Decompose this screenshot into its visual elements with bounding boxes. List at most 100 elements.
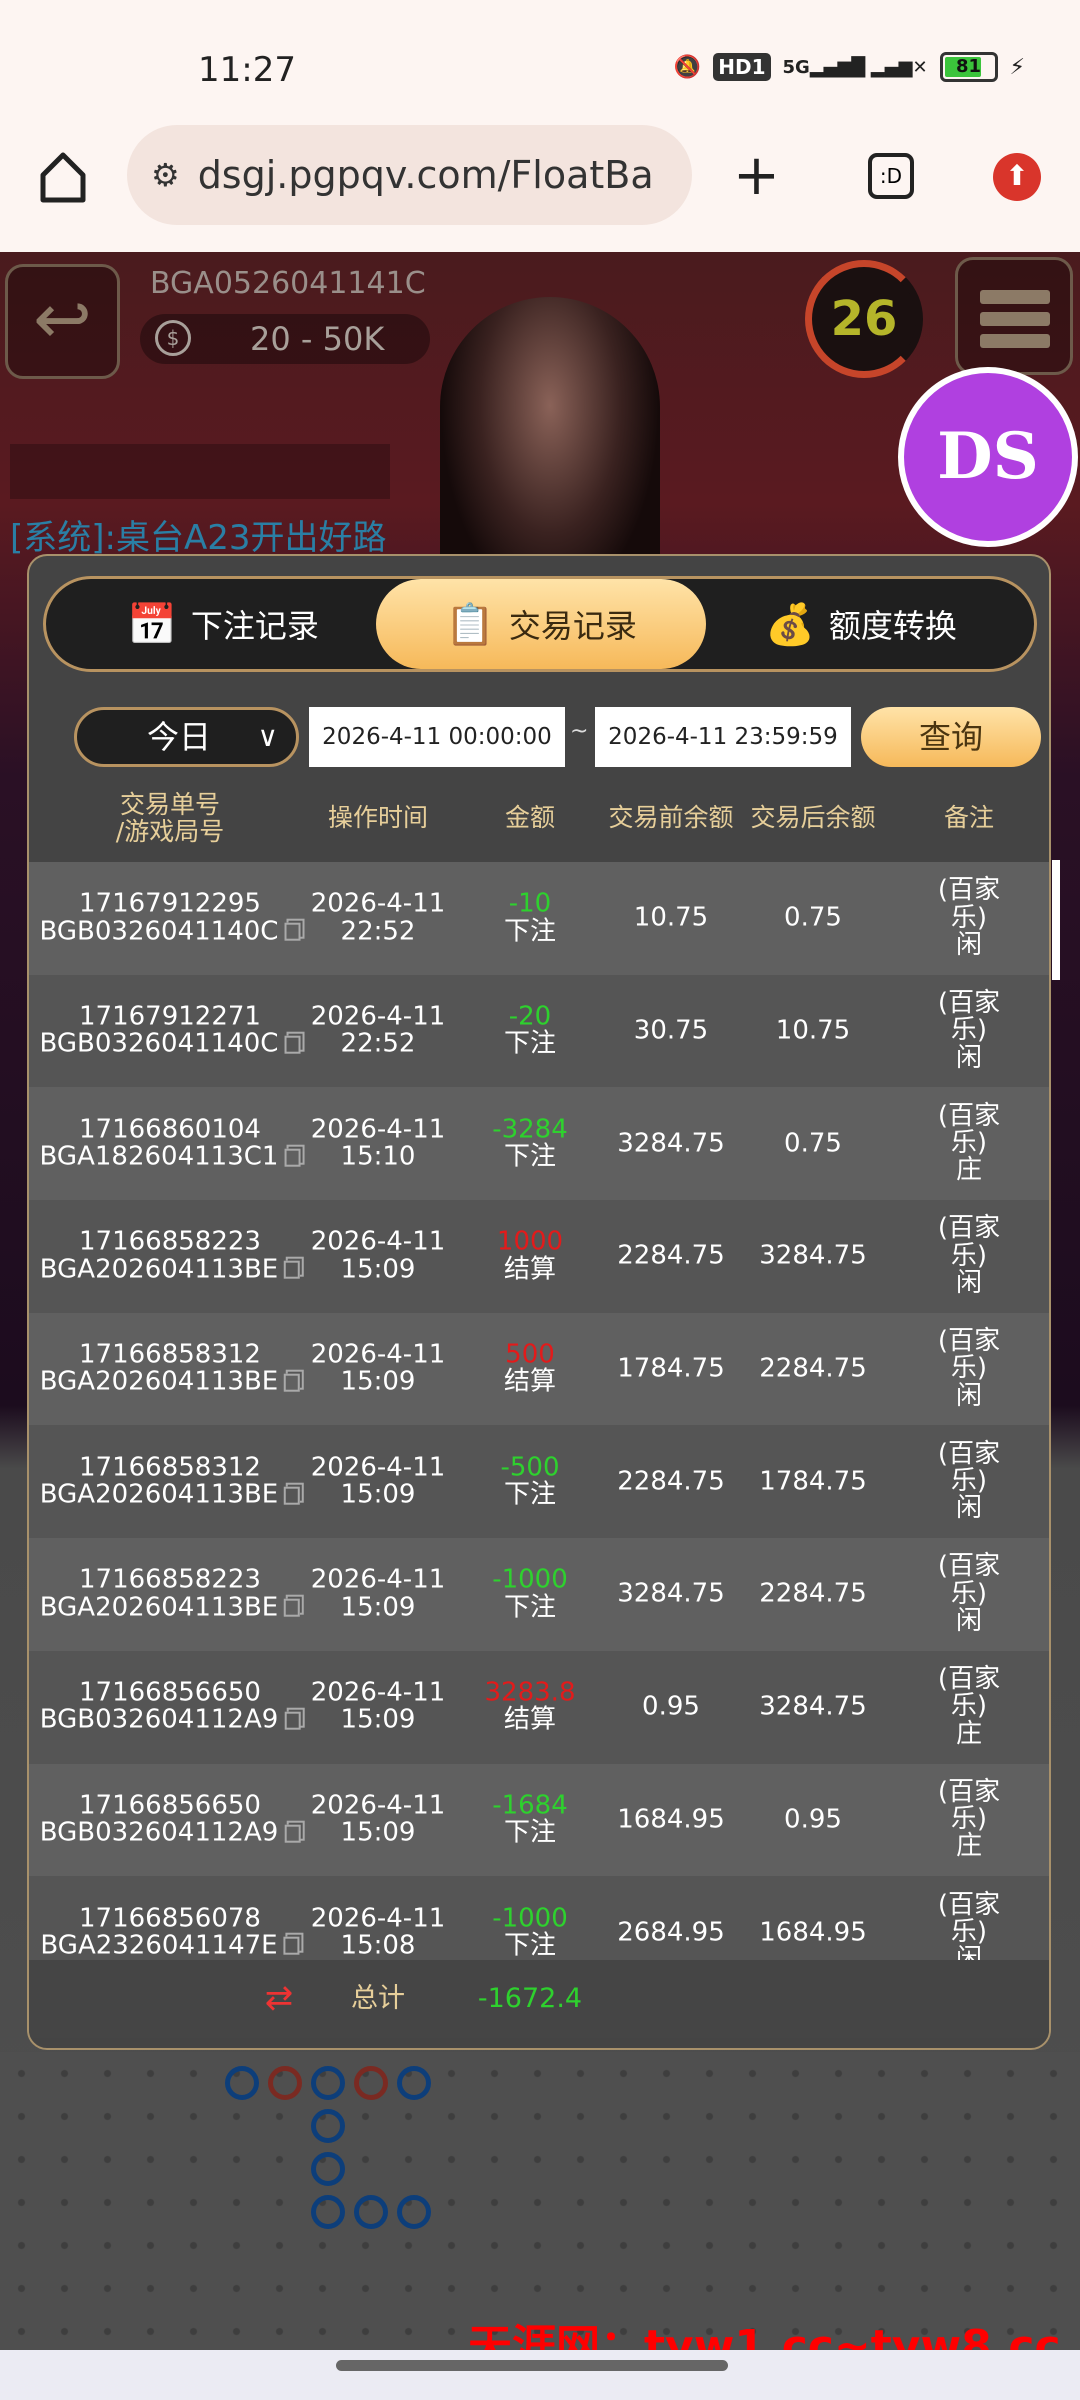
balance-after-cell: 10.75 bbox=[775, 1015, 851, 1046]
query-button[interactable]: 查询 bbox=[861, 707, 1041, 767]
tab-transaction-records[interactable]: 📋 交易记录 bbox=[376, 579, 706, 669]
period-select[interactable]: 今日 ∨ bbox=[74, 707, 299, 767]
clock: 11:27 bbox=[198, 50, 296, 90]
transaction-id-cell: 17166856650 BGB032604112A9 bbox=[40, 1792, 301, 1848]
balance-after-cell: 2284.75 bbox=[759, 1353, 867, 1384]
table-row[interactable]: 17166856650 BGB032604112A9 2026-4-11 15:09… bbox=[29, 1763, 1049, 1877]
menu-button[interactable] bbox=[955, 257, 1073, 375]
copy-icon[interactable] bbox=[284, 1711, 301, 1730]
tab-bet-records[interactable]: 📅 下注记录 bbox=[127, 601, 319, 648]
clipboard-icon: 📋 bbox=[445, 601, 495, 648]
time-cell: 2026-4-11 15:09 bbox=[310, 1452, 446, 1510]
tab-switcher-button[interactable]: :D bbox=[868, 153, 914, 199]
transaction-id-cell: 17166858312 BGA202604113BE bbox=[40, 1341, 301, 1397]
copy-icon[interactable] bbox=[284, 922, 301, 941]
balance-before-cell: 2284.75 bbox=[617, 1240, 725, 1271]
tab-credit-transfer[interactable]: 💰 额度转换 bbox=[765, 601, 957, 648]
table-row[interactable]: 17166856078 BGA2326041147E 2026-4-11 15:08… bbox=[29, 1876, 1049, 1960]
copy-icon[interactable] bbox=[284, 1260, 301, 1279]
time-cell: 2026-4-11 22:52 bbox=[310, 1001, 446, 1060]
transaction-id-cell: 17166858223 BGA202604113BE bbox=[40, 1228, 301, 1284]
balance-after-cell: 0.95 bbox=[784, 1804, 842, 1835]
date-separator: ~ bbox=[570, 719, 589, 744]
time-cell: 2026-4-11 15:09 bbox=[310, 1565, 446, 1623]
balance-after-cell: 3284.75 bbox=[759, 1240, 867, 1271]
refresh-icon[interactable]: ⇄ bbox=[264, 1978, 294, 2019]
home-icon[interactable] bbox=[38, 150, 88, 205]
update-icon[interactable]: ⬆ bbox=[993, 153, 1041, 201]
copy-icon[interactable] bbox=[284, 1486, 301, 1505]
record-tabs: 📅 下注记录 📋 交易记录 💰 额度转换 bbox=[43, 576, 1037, 672]
start-date-input[interactable]: 2026-4-11 00:00:00 bbox=[309, 707, 565, 767]
transaction-modal: 📅 下注记录 📋 交易记录 💰 额度转换 今日 ∨ 2026-4-11 00:00:00… bbox=[27, 554, 1051, 2050]
back-button[interactable]: ↩ bbox=[5, 264, 120, 379]
address-bar[interactable]: ⚙ dsgj.pgpqv.com/FloatBa bbox=[127, 125, 692, 225]
transaction-id-cell: 17166856078 BGA2326041147E bbox=[40, 1904, 300, 1960]
scrollbar[interactable] bbox=[1052, 860, 1060, 980]
note-cell: (百家乐) 庄 bbox=[937, 1100, 1001, 1186]
url-text: dsgj.pgpqv.com/FloatBa bbox=[197, 153, 654, 197]
note-cell: (百家乐) 闲 bbox=[937, 1326, 1001, 1411]
amount-cell: -1000 下注 bbox=[492, 1903, 568, 1960]
header-amount: 金额 bbox=[504, 803, 556, 833]
time-cell: 2026-4-11 15:09 bbox=[310, 1790, 446, 1848]
transaction-id-cell: 17166858312 BGA202604113BE bbox=[40, 1454, 301, 1509]
copy-icon[interactable] bbox=[284, 1598, 301, 1617]
new-tab-icon[interactable]: + bbox=[733, 143, 780, 208]
copy-icon[interactable] bbox=[284, 1373, 301, 1392]
transaction-list[interactable]: 17167912295 BGB0326041140C 2026-4-11 22:52… bbox=[29, 862, 1049, 1960]
coins-icon: 💰 bbox=[765, 601, 815, 648]
transaction-id-cell: 17167912271 BGB0326041140C bbox=[40, 1003, 301, 1059]
amount-cell: -20 下注 bbox=[503, 1001, 557, 1060]
balance-before-cell: 2684.95 bbox=[617, 1916, 725, 1947]
balance-before-cell: 0.95 bbox=[642, 1691, 700, 1722]
copy-icon[interactable] bbox=[284, 1148, 301, 1167]
table-row[interactable]: 17166858223 BGA202604113BE 2026-4-11 15:09… bbox=[29, 1200, 1049, 1313]
road-map bbox=[0, 2052, 1080, 2352]
balance-after-cell: 0.75 bbox=[784, 1128, 842, 1159]
status-bar: 11:27 🔕 HD1 5G▂▄▆█ ▂▄▆✕ 81 ⚡ bbox=[0, 0, 1080, 125]
time-cell: 2026-4-11 15:09 bbox=[310, 1339, 446, 1398]
note-cell: (百家乐) 庄 bbox=[937, 1776, 1001, 1862]
end-date-input[interactable]: 2026-4-11 23:59:59 bbox=[595, 707, 851, 767]
copy-icon[interactable] bbox=[283, 1937, 300, 1956]
balance-before-cell: 1684.95 bbox=[617, 1804, 725, 1835]
site-settings-icon[interactable]: ⚙ bbox=[151, 156, 180, 194]
transaction-id-cell: 17166858223 BGA202604113BE bbox=[40, 1566, 301, 1622]
chevron-down-icon: ∨ bbox=[257, 720, 279, 753]
table-header: 交易单号/游戏局号 操作时间 金额 交易前余额 交易后余额 备注 bbox=[29, 775, 1049, 862]
ds-logo[interactable]: DS bbox=[898, 367, 1078, 547]
table-row[interactable]: 17166856650 BGB032604112A9 2026-4-11 15:09… bbox=[29, 1650, 1049, 1764]
balance-after-cell: 2284.75 bbox=[759, 1578, 867, 1609]
hd-badge: HD1 bbox=[713, 53, 771, 81]
table-row[interactable]: 17166858312 BGA202604113BE 2026-4-11 15:09… bbox=[29, 1425, 1049, 1539]
header-note: 备注 bbox=[943, 803, 995, 833]
amount-cell: 500 结算 bbox=[503, 1339, 557, 1398]
copy-icon[interactable] bbox=[284, 1035, 301, 1054]
copy-icon[interactable] bbox=[284, 1824, 301, 1843]
countdown-timer: 26 bbox=[805, 260, 923, 378]
table-row[interactable]: 17166858223 BGA202604113BE 2026-4-11 15:09… bbox=[29, 1538, 1049, 1651]
system-message: [系统]:桌台A23开出好路 bbox=[10, 518, 387, 558]
table-row[interactable]: 17166860104 BGA182604113C1 2026-4-11 15:10… bbox=[29, 1087, 1049, 1201]
table-row[interactable]: 17166858312 BGA202604113BE 2026-4-11 15:09… bbox=[29, 1312, 1049, 1426]
gesture-bar bbox=[0, 2350, 1080, 2400]
mute-bell-icon: 🔕 bbox=[673, 54, 702, 80]
note-cell: (百家乐) 闲 bbox=[937, 1889, 1001, 1960]
balance-before-cell: 30.75 bbox=[633, 1015, 709, 1046]
total-label: 总计 bbox=[351, 1982, 405, 2014]
dollar-icon: $ bbox=[155, 320, 191, 356]
balance-after-cell: 0.75 bbox=[784, 902, 842, 933]
table-row[interactable]: 17167912295 BGB0326041140C 2026-4-11 22:52… bbox=[29, 862, 1049, 975]
amount-cell: 1000 结算 bbox=[496, 1227, 564, 1285]
note-cell: (百家乐) 闲 bbox=[937, 988, 1001, 1073]
total-value: -1672.4 bbox=[477, 1982, 583, 2014]
balance-before-cell: 3284.75 bbox=[617, 1128, 725, 1159]
balance-before-cell: 10.75 bbox=[633, 902, 709, 933]
time-cell: 2026-4-11 15:10 bbox=[310, 1114, 446, 1172]
battery-icon: 81 bbox=[939, 52, 998, 82]
table-row[interactable]: 17167912271 BGB0326041140C 2026-4-11 22:52… bbox=[29, 974, 1049, 1088]
table-id: BGA0526041141C bbox=[150, 266, 426, 301]
home-indicator[interactable] bbox=[336, 2360, 728, 2371]
time-cell: 2026-4-11 15:09 bbox=[310, 1677, 446, 1736]
